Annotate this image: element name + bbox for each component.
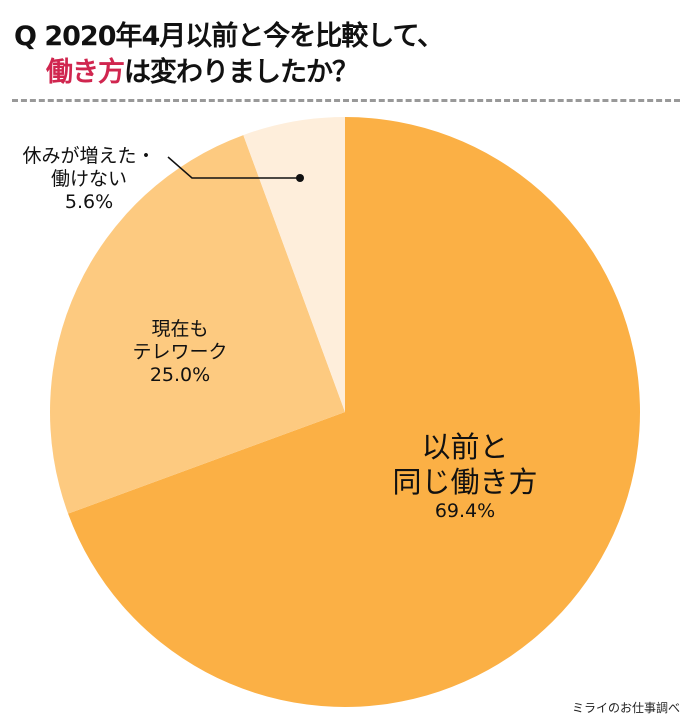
- leader-line: [167, 156, 300, 179]
- title-highlight: 働き方: [46, 57, 125, 88]
- divider: [12, 99, 680, 102]
- slice-label-telework: 現在も テレワーク 25.0%: [110, 318, 250, 386]
- title-rest: は変わりましたか？: [124, 57, 359, 88]
- value-label: 25.0%: [149, 363, 211, 386]
- value-label: 69.4%: [434, 499, 496, 522]
- label-line: 休みが増えた・: [22, 145, 156, 167]
- leader-dot: [296, 174, 304, 182]
- chart-title-line2: 働き方は変わりましたか？: [46, 50, 359, 89]
- slice-label-same: 以前と 同じ働き方 69.4%: [380, 430, 550, 522]
- label-line: 同じ働き方: [392, 464, 538, 499]
- value-label: 5.6%: [64, 190, 114, 213]
- label-line: テレワーク: [132, 340, 228, 363]
- source-note: ミライのお仕事調べ: [571, 701, 680, 715]
- slice-same-as-before: [68, 117, 641, 707]
- label-line: 現在も: [151, 318, 209, 340]
- label-line: 働けない: [50, 167, 127, 190]
- slice-telework: [50, 135, 346, 514]
- chart-title-line1: Q 2020年4月以前と今を比較して、: [14, 21, 444, 52]
- slice-fewer-work: [243, 117, 345, 412]
- slice-label-rest: 休みが増えた・ 働けない 5.6%: [14, 145, 164, 213]
- label-line: 以前と: [421, 430, 509, 464]
